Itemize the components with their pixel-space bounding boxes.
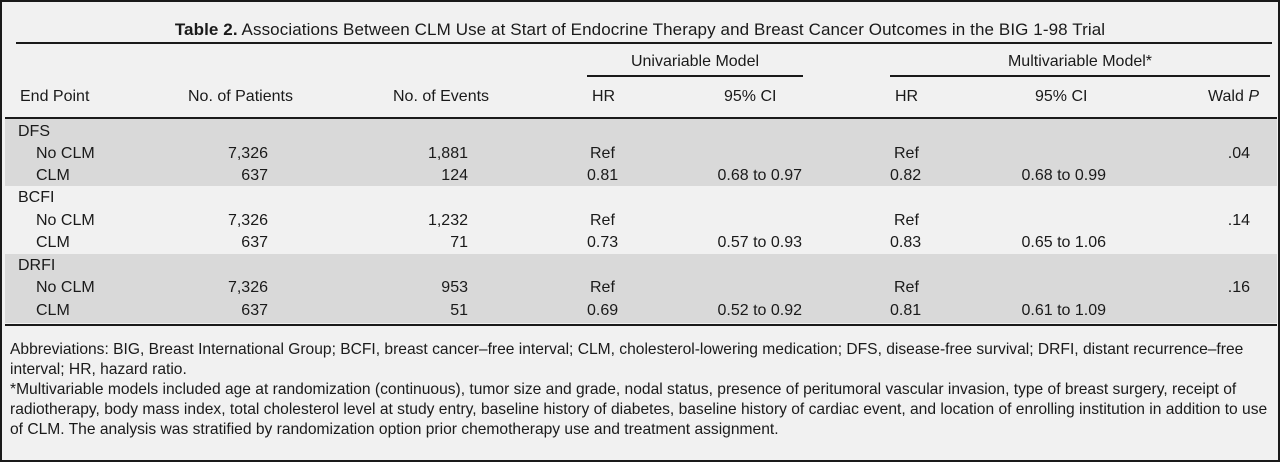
table-caption: Associations Between CLM Use at Start of… xyxy=(241,20,1106,39)
row-label: No CLM xyxy=(36,145,95,162)
multivariable-group-header: Multivariable Model* xyxy=(1007,53,1153,70)
row-label: CLM xyxy=(36,234,70,251)
table-title: Table 2. Associations Between CLM Use at… xyxy=(2,20,1278,40)
col-header-end-point: End Point xyxy=(20,88,90,105)
cell-uni-hr: Ref xyxy=(590,212,615,229)
cell-patients: 7,326 xyxy=(227,212,268,229)
row-label: No CLM xyxy=(36,279,95,296)
cell-multi-hr: Ref xyxy=(894,212,919,229)
row-label: CLM xyxy=(36,167,70,184)
cell-patients: 637 xyxy=(241,167,268,184)
cell-patients: 637 xyxy=(241,234,268,251)
col-header-wald-p: Wald P xyxy=(1208,88,1259,106)
univariable-group-rule xyxy=(587,75,803,77)
table-number: Table 2. xyxy=(174,20,238,39)
cell-uni-hr: 0.73 xyxy=(587,234,619,251)
row-label: No CLM xyxy=(36,212,95,229)
top-rule xyxy=(16,42,1272,44)
cell-events: 124 xyxy=(441,167,468,184)
cell-events: 71 xyxy=(450,234,468,251)
bottom-rule xyxy=(5,324,1277,326)
p-label: P xyxy=(1248,88,1259,105)
cell-wald-p: .16 xyxy=(1227,279,1250,296)
col-header-multi-hr: HR xyxy=(895,88,919,105)
cell-uni-hr: 0.69 xyxy=(587,302,619,319)
multivariable-footnote: *Multivariable models included age at ra… xyxy=(10,381,1268,438)
row-label: CLM xyxy=(36,302,70,319)
cell-uni-hr: Ref xyxy=(590,145,615,162)
cell-patients: 637 xyxy=(241,302,268,319)
cell-uni-hr: 0.81 xyxy=(587,167,619,184)
cell-events: 51 xyxy=(450,302,468,319)
group-label-dfs: DFS xyxy=(18,123,50,140)
wald-label: Wald xyxy=(1208,88,1244,105)
col-header-patients: No. of Patients xyxy=(188,88,293,105)
univariable-group-header: Univariable Model xyxy=(630,53,760,70)
cell-multi-hr: 0.81 xyxy=(890,302,922,319)
cell-wald-p: .04 xyxy=(1227,145,1250,162)
col-header-uni-hr: HR xyxy=(592,88,616,105)
header-rule xyxy=(5,117,1277,119)
group-band-drfi xyxy=(5,254,1277,323)
cell-multi-hr: 0.83 xyxy=(890,234,922,251)
cell-multi-ci: 0.61 to 1.09 xyxy=(1021,302,1106,319)
cell-uni-hr: Ref xyxy=(590,279,615,296)
cell-multi-hr: Ref xyxy=(894,145,919,162)
cell-multi-hr: 0.82 xyxy=(890,167,922,184)
cell-events: 1,881 xyxy=(427,145,468,162)
abbreviations-footnote: Abbreviations: BIG, Breast International… xyxy=(10,341,1244,378)
group-band-dfs xyxy=(5,119,1277,186)
cell-wald-p: .14 xyxy=(1227,212,1250,229)
cell-patients: 7,326 xyxy=(227,145,268,162)
cell-multi-hr: Ref xyxy=(894,279,919,296)
group-label-bcfi: BCFI xyxy=(18,189,55,206)
group-label-drfi: DRFI xyxy=(18,257,56,274)
cell-patients: 7,326 xyxy=(227,279,268,296)
cell-events: 953 xyxy=(441,279,468,296)
col-header-events: No. of Events xyxy=(393,88,490,105)
cell-uni-ci: 0.57 to 0.93 xyxy=(717,234,802,251)
col-header-uni-ci: 95% CI xyxy=(724,88,777,105)
cell-multi-ci: 0.65 to 1.06 xyxy=(1021,234,1106,251)
col-header-multi-ci: 95% CI xyxy=(1035,88,1088,105)
cell-multi-ci: 0.68 to 0.99 xyxy=(1021,167,1106,184)
cell-uni-ci: 0.68 to 0.97 xyxy=(717,167,802,184)
multivariable-group-rule xyxy=(890,75,1270,77)
cell-events: 1,232 xyxy=(427,212,468,229)
cell-uni-ci: 0.52 to 0.92 xyxy=(717,302,802,319)
